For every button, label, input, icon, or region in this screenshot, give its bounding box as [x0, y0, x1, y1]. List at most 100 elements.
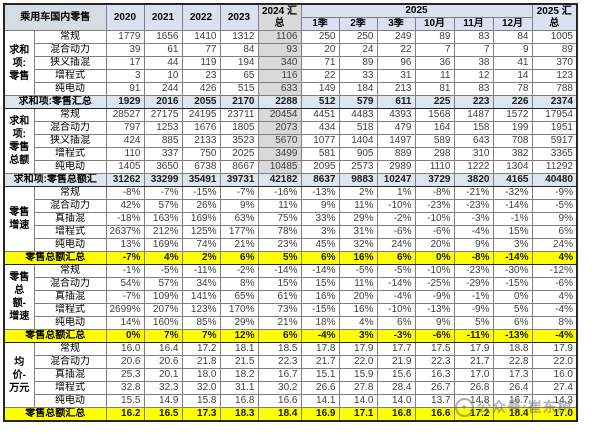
total-cell: 226 [492, 95, 533, 109]
data-cell: 3 [105, 69, 145, 83]
data-cell: 4% [338, 316, 378, 330]
data-cell: 14.3 [531, 394, 578, 408]
data-cell: -5% [376, 264, 416, 278]
data-cell: -6% [414, 225, 455, 239]
total-cell: 33299 [143, 173, 183, 187]
data-cell: 31 [376, 69, 416, 83]
data-cell: 110 [105, 147, 145, 161]
total-cell: 6% [376, 251, 416, 265]
data-cell: 194 [219, 56, 259, 70]
data-cell: 15.1 [300, 368, 340, 382]
row-label: 纯电动 [33, 238, 107, 252]
total-cell: 4% [143, 251, 183, 265]
data-cell: -18% [105, 212, 145, 226]
total-row-label: 求和项:零售总额汇 [3, 173, 107, 187]
data-cell: 123% [181, 303, 221, 317]
total-cell: 2288 [257, 95, 302, 109]
data-cell: 13.7 [414, 394, 455, 408]
total-cell: 2016 [143, 95, 183, 109]
data-cell: -23% [414, 199, 455, 213]
group-label: 求和项:零售 [3, 30, 35, 96]
data-cell: -2% [219, 264, 259, 278]
data-cell: -9% [453, 303, 494, 317]
data-cell: 141% [181, 290, 221, 304]
data-cell: 33% [300, 212, 340, 226]
data-cell: 26.6 [300, 381, 340, 395]
col-header-year: 2022 [181, 3, 221, 31]
data-cell: 8% [219, 277, 259, 291]
data-cell: 119 [181, 56, 221, 70]
total-cell: -6% [414, 329, 455, 343]
data-cell: 39 [105, 43, 145, 57]
data-cell: 1405 [105, 160, 145, 174]
row-label: 常规 [33, 108, 107, 122]
data-cell: 11% [338, 199, 378, 213]
data-cell: 44 [143, 56, 183, 70]
col-header-year: 2020 [105, 3, 145, 31]
data-cell: 184 [338, 82, 378, 96]
data-cell: 2073 [257, 121, 302, 135]
row-label: 增程式 [33, 303, 107, 317]
data-cell: 22.0 [338, 355, 378, 369]
data-cell: 1% [376, 186, 416, 200]
data-cell: 109% [143, 290, 183, 304]
total-cell: 8637 [300, 173, 340, 187]
data-cell: 15.5 [105, 394, 145, 408]
data-cell: 91 [105, 82, 145, 96]
data-cell: 5% [453, 316, 494, 330]
total-row-label: 零售总额汇总 [3, 407, 107, 422]
row-label: 常规 [33, 342, 107, 356]
total-cell: 10247 [376, 173, 416, 187]
data-cell: -14% [300, 264, 340, 278]
data-cell: 38 [453, 56, 494, 70]
data-cell: 11 [414, 69, 455, 83]
data-cell: 61% [257, 290, 302, 304]
data-cell: 170% [219, 303, 259, 317]
data-cell: 14.9 [143, 394, 183, 408]
total-cell: -8% [453, 251, 494, 265]
data-cell: 16% [338, 303, 378, 317]
data-cell: -6% [531, 277, 578, 291]
data-cell: -15% [181, 186, 221, 200]
data-cell: 4393 [376, 108, 416, 122]
data-cell: 26.8 [453, 381, 494, 395]
data-cell: 18.0 [181, 368, 221, 382]
total-cell: 5% [257, 251, 302, 265]
row-label: 纯电动 [33, 394, 107, 408]
total-cell: 4165 [492, 173, 533, 187]
data-cell: 45% [300, 238, 340, 252]
data-cell: 125% [181, 225, 221, 239]
total-cell: 579 [338, 95, 378, 109]
data-cell: 2% [338, 186, 378, 200]
row-label: 增程式 [33, 381, 107, 395]
data-cell: -1% [492, 212, 533, 226]
data-cell: 26% [181, 199, 221, 213]
data-cell: 30.2 [257, 381, 302, 395]
data-cell: 17.8 [300, 342, 340, 356]
data-cell: 17.5 [414, 342, 455, 356]
data-cell: 65 [219, 69, 259, 83]
data-cell: 9% [300, 199, 340, 213]
data-cell: 1410 [181, 30, 221, 44]
data-cell: 5% [492, 303, 533, 317]
data-cell: 9% [453, 238, 494, 252]
data-cell: -1% [453, 290, 494, 304]
data-cell: 9 [492, 43, 533, 57]
data-cell: 249 [376, 30, 416, 44]
row-label: 混合动力 [33, 355, 107, 369]
data-cell: 83 [453, 82, 494, 96]
data-cell: 21% [257, 316, 302, 330]
data-cell: 24% [531, 238, 578, 252]
total-cell: 12% [219, 329, 259, 343]
row-label: 常规 [33, 186, 107, 200]
data-cell: 22.0 [531, 355, 578, 369]
data-cell: 57% [143, 199, 183, 213]
col-header-period: 1季 [300, 17, 340, 31]
data-cell: 4483 [338, 108, 378, 122]
data-cell: 885 [143, 134, 183, 148]
data-cell: 1106 [257, 30, 302, 44]
data-cell: -14% [257, 264, 302, 278]
data-cell: 7 [453, 43, 494, 57]
data-cell: 96 [376, 56, 416, 70]
data-cell: -5% [143, 264, 183, 278]
